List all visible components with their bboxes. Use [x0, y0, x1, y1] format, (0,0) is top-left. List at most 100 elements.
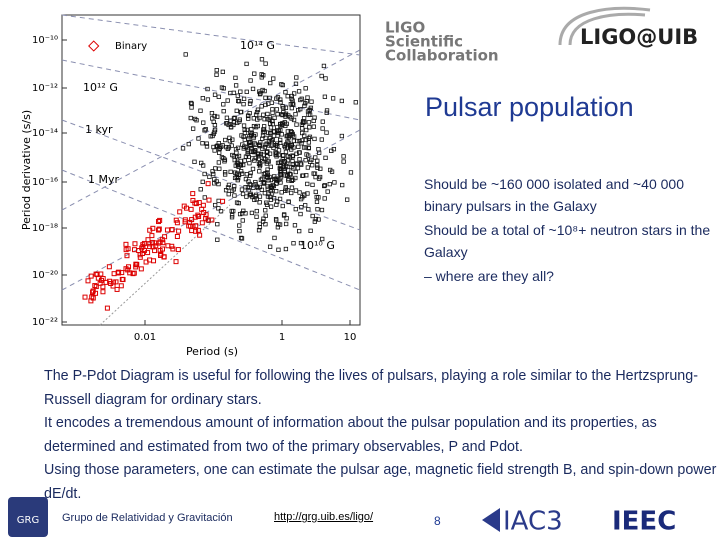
- bullet: – where are they all?: [424, 268, 554, 284]
- dot: [217, 166, 222, 171]
- uib-swoosh: [558, 6, 651, 46]
- dot: [293, 188, 299, 193]
- dot: [339, 98, 344, 104]
- binary-dot: [138, 266, 144, 272]
- y-tick-label: 10⁻²²: [32, 317, 58, 328]
- dot: [303, 145, 309, 150]
- dot: [265, 149, 270, 154]
- dot: [261, 112, 266, 117]
- dot: [246, 136, 251, 141]
- dot: [216, 206, 221, 211]
- dot: [229, 215, 235, 220]
- dot: [269, 184, 274, 190]
- binary-dot: [206, 197, 212, 203]
- dot: [217, 150, 222, 155]
- dot: [192, 159, 197, 164]
- dot: [271, 133, 277, 139]
- dot: [205, 86, 210, 92]
- dot: [286, 135, 291, 140]
- binary-dot: [197, 232, 203, 238]
- binary-dot: [157, 248, 163, 254]
- dot: [305, 181, 310, 187]
- dot: [268, 197, 274, 202]
- dot: [214, 68, 219, 73]
- binary-dot: [111, 271, 117, 277]
- dot: [323, 76, 328, 81]
- dot: [244, 61, 249, 67]
- dot: [327, 181, 332, 187]
- dot: [319, 73, 324, 79]
- dot: [213, 166, 218, 171]
- paragraph: It encodes a tremendous amount of inform…: [44, 415, 657, 455]
- dot: [189, 105, 194, 110]
- dot: [312, 219, 317, 224]
- dot: [248, 78, 253, 83]
- binary-dot: [118, 283, 124, 289]
- binary-dot: [85, 278, 91, 284]
- dot: [274, 107, 279, 112]
- y-tick-label: 10⁻²⁰: [32, 270, 58, 281]
- dot: [180, 146, 186, 151]
- dot: [258, 162, 263, 168]
- dot: [253, 194, 258, 199]
- binary-dot: [119, 276, 125, 282]
- dot: [263, 208, 268, 213]
- dot: [262, 117, 267, 122]
- dot: [278, 172, 284, 178]
- dot: [253, 125, 259, 130]
- binary-dot: [174, 233, 180, 239]
- dot: [259, 72, 264, 77]
- dot: [247, 161, 252, 166]
- dot: [289, 164, 294, 170]
- dot: [249, 210, 255, 216]
- dot: [315, 207, 320, 212]
- dot: [283, 221, 289, 227]
- dot: [270, 137, 275, 143]
- binary-dot: [164, 227, 170, 233]
- dot: [267, 117, 272, 122]
- dot: [212, 122, 218, 128]
- binary-dot: [90, 289, 96, 295]
- dot: [289, 116, 294, 121]
- dot: [280, 203, 285, 209]
- dot: [310, 213, 315, 219]
- dot: [278, 97, 283, 102]
- dot: [232, 115, 237, 120]
- footer-url[interactable]: http://grg.uib.es/ligo/: [274, 511, 374, 523]
- dot: [235, 93, 240, 98]
- dot: [264, 200, 269, 205]
- grg-text: GRG: [17, 515, 39, 526]
- dot: [202, 128, 207, 133]
- binary-dot: [106, 264, 112, 270]
- dot: [238, 235, 244, 241]
- dot: [198, 108, 203, 113]
- binary-dot: [90, 295, 96, 301]
- dot: [183, 52, 188, 57]
- dot: [234, 108, 239, 113]
- dot: [247, 110, 252, 116]
- binary-dot: [196, 214, 202, 220]
- dot: [231, 187, 237, 192]
- dot: [202, 171, 207, 177]
- binary-dot: [181, 203, 187, 209]
- dot: [215, 222, 220, 227]
- binary-dot: [140, 242, 146, 248]
- y-tick-label: 10⁻¹²: [32, 83, 58, 94]
- dot: [307, 125, 312, 130]
- ligo-logo: Scientific: [385, 33, 463, 51]
- dot: [306, 112, 311, 118]
- dot: [307, 107, 312, 112]
- dot: [225, 185, 231, 190]
- dot: [290, 154, 296, 159]
- dot: [271, 183, 276, 189]
- dot: [243, 185, 248, 190]
- grg-logo: [8, 497, 48, 537]
- dot: [305, 191, 310, 196]
- dot: [246, 140, 252, 146]
- title: Pulsar population: [425, 92, 634, 122]
- binary-dot: [176, 228, 182, 234]
- binary-dot: [156, 219, 162, 225]
- dot: [272, 129, 277, 134]
- dot: [280, 104, 285, 109]
